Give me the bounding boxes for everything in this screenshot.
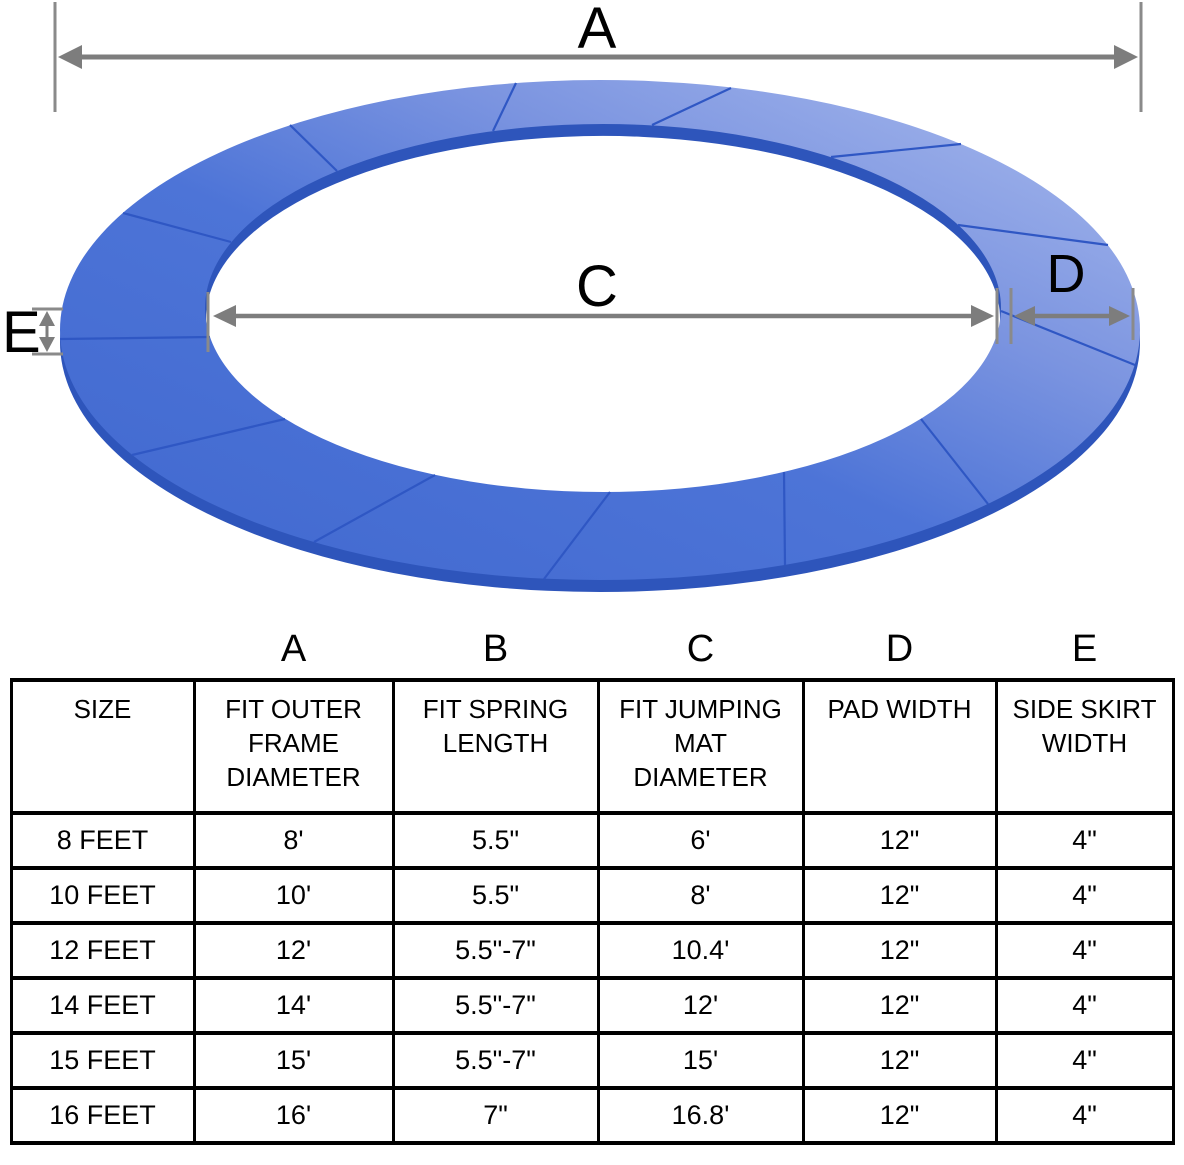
table-cell: 5.5"-7" — [391, 1031, 600, 1090]
dimension-a: A — [53, 0, 1143, 112]
arrow-left-icon — [1014, 306, 1035, 326]
size-chart-table: SIZE FIT OUTER FRAME DIAMETER FIT SPRING… — [9, 678, 1175, 1145]
dimension-e-label: E — [2, 300, 41, 365]
table-cell: 10 FEET — [9, 866, 196, 925]
column-letter-c: C — [686, 628, 715, 670]
table-cell: 10' — [192, 866, 395, 925]
dimension-c: C — [206, 254, 1013, 352]
table-cell: 12" — [801, 1086, 998, 1145]
table-cell: 4" — [994, 866, 1175, 925]
table-cell: 4" — [994, 811, 1175, 870]
column-letter-spacer — [11, 630, 194, 668]
table-cell: 5.5" — [391, 866, 600, 925]
header-side-skirt-width: SIDE SKIRT WIDTH — [994, 678, 1175, 815]
table-cell: 12" — [801, 1031, 998, 1090]
header-size: SIZE — [9, 678, 196, 815]
table-cell: 14' — [192, 976, 395, 1035]
table-cell: 4" — [994, 921, 1175, 980]
arrow-left-icon — [213, 305, 236, 327]
dimension-c-label: C — [576, 254, 618, 319]
table-header-row: SIZE FIT OUTER FRAME DIAMETER FIT SPRING… — [9, 678, 1175, 815]
table-cell: 8' — [596, 866, 805, 925]
header-outer-frame-diameter: FIT OUTER FRAME DIAMETER — [192, 678, 395, 815]
table-cell: 7" — [391, 1086, 600, 1145]
table-cell: 12 FEET — [9, 921, 196, 980]
arrow-right-icon — [1114, 45, 1138, 69]
column-letter-d: D — [885, 628, 914, 670]
table-cell: 5.5"-7" — [391, 976, 600, 1035]
column-letter-b: B — [482, 628, 509, 670]
table-cell: 4" — [994, 1086, 1175, 1145]
table-row: 14 FEET 14' 5.5"-7" 12' 12" 4" — [9, 976, 1175, 1035]
pad-seams — [59, 82, 1136, 580]
dimension-e: E — [2, 300, 63, 365]
table-cell: 15 FEET — [9, 1031, 196, 1090]
table-cell: 4" — [994, 1031, 1175, 1090]
trampoline-pad-diagram: A C D E — [2, 0, 1143, 592]
header-jumping-mat-diameter: FIT JUMPING MAT DIAMETER — [596, 678, 805, 815]
column-letters-row: A B C D E — [11, 614, 1173, 678]
column-letter-e: E — [1071, 628, 1098, 670]
table-cell: 12" — [801, 866, 998, 925]
table-cell: 12" — [801, 976, 998, 1035]
dimension-d: D — [1014, 244, 1135, 340]
table-cell: 12" — [801, 811, 998, 870]
dimension-d-label: D — [1047, 244, 1086, 304]
arrow-left-icon — [58, 45, 82, 69]
table-cell: 14 FEET — [9, 976, 196, 1035]
table-cell: 5.5" — [391, 811, 600, 870]
table-row: 12 FEET 12' 5.5"-7" 10.4' 12" 4" — [9, 921, 1175, 980]
table-row: 16 FEET 16' 7" 16.8' 12" 4" — [9, 1086, 1175, 1145]
table-cell: 15' — [596, 1031, 805, 1090]
arrow-right-icon — [971, 305, 994, 327]
table-cell: 8' — [192, 811, 395, 870]
table-cell: 8 FEET — [9, 811, 196, 870]
dimension-a-label: A — [578, 0, 617, 61]
table-cell: 6' — [596, 811, 805, 870]
table-cell: 16.8' — [596, 1086, 805, 1145]
header-pad-width: PAD WIDTH — [801, 678, 998, 815]
table-cell: 12' — [192, 921, 395, 980]
table-cell: 15' — [192, 1031, 395, 1090]
pad-top-surface — [60, 80, 1140, 580]
table-cell: 4" — [994, 976, 1175, 1035]
header-spring-length: FIT SPRING LENGTH — [391, 678, 600, 815]
table-cell: 16' — [192, 1086, 395, 1145]
table-row: 10 FEET 10' 5.5" 8' 12" 4" — [9, 866, 1175, 925]
table-cell: 12" — [801, 921, 998, 980]
table-cell: 5.5"-7" — [391, 921, 600, 980]
arrow-down-icon — [39, 337, 55, 352]
table-row: 15 FEET 15' 5.5"-7" 15' 12" 4" — [9, 1031, 1175, 1090]
arrow-right-icon — [1109, 306, 1130, 326]
table-cell: 12' — [596, 976, 805, 1035]
table-cell: 10.4' — [596, 921, 805, 980]
arrow-up-icon — [39, 311, 55, 326]
column-letter-a: A — [280, 628, 307, 670]
table-cell: 16 FEET — [9, 1086, 196, 1145]
table-row: 8 FEET 8' 5.5" 6' 12" 4" — [9, 811, 1175, 870]
